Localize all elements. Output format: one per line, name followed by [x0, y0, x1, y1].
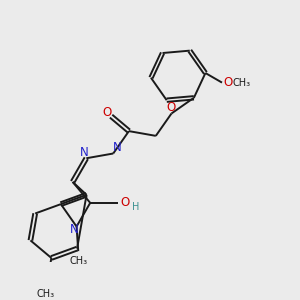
Text: N: N: [80, 146, 89, 159]
Text: CH₃: CH₃: [233, 78, 251, 88]
Text: N: N: [70, 223, 79, 236]
Text: O: O: [102, 106, 112, 119]
Text: CH₃: CH₃: [70, 256, 88, 266]
Text: O: O: [120, 196, 130, 209]
Text: N: N: [113, 141, 122, 154]
Text: H: H: [132, 202, 139, 212]
Text: CH₃: CH₃: [37, 290, 55, 299]
Text: O: O: [224, 76, 233, 89]
Text: O: O: [167, 101, 176, 114]
